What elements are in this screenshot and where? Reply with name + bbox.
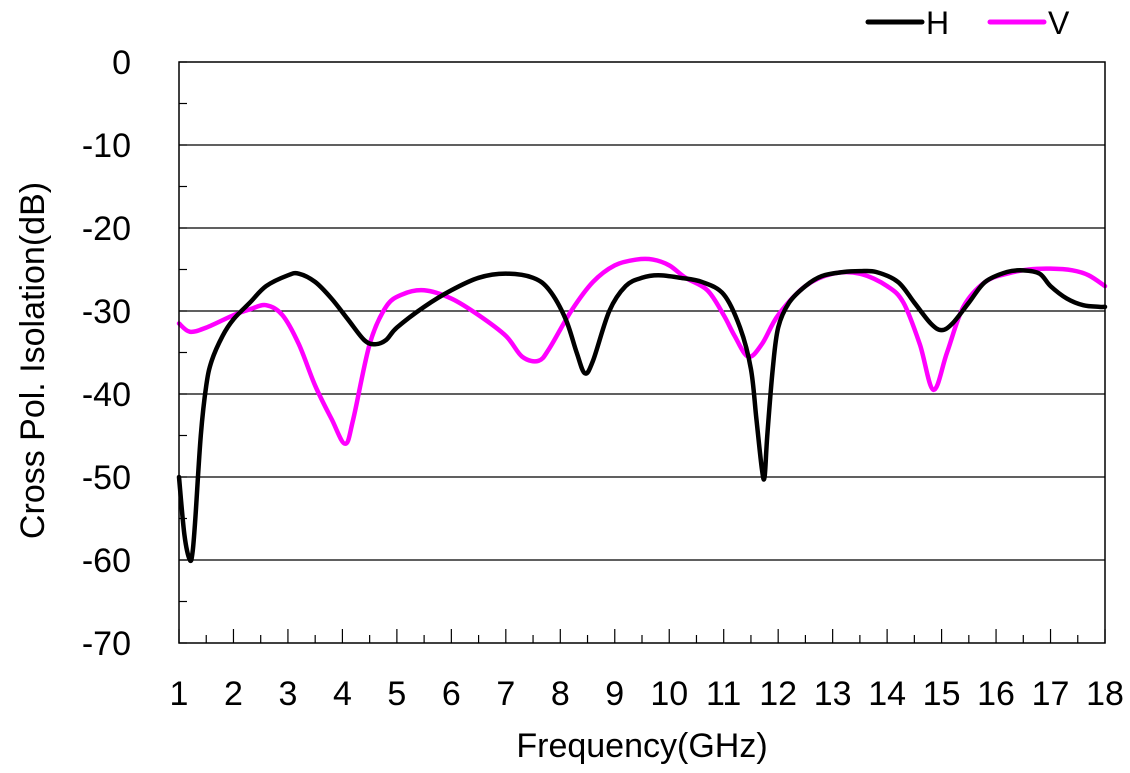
x-tick-label: 7 — [496, 675, 515, 713]
legend: H V — [865, 5, 1070, 41]
x-axis-title: Frequency(GHz) — [516, 727, 767, 765]
y-axis-title: Cross Pol. Isolation(dB) — [14, 182, 52, 539]
x-tick-label: 10 — [650, 675, 688, 713]
x-tick-label: 11 — [706, 675, 741, 713]
x-tick-label: 15 — [923, 675, 961, 713]
plot-area-frame — [178, 61, 1106, 644]
legend-label-h: H — [926, 5, 949, 41]
series-line-h — [176, 267, 1108, 564]
x-tick-label: 17 — [1032, 675, 1070, 713]
tick-labels: 0-10-20-30-40-50-60-701 2 3 4 5 6 7 8 9 10 11 12 13 1… — [82, 44, 1124, 713]
gridlines — [179, 144, 1105, 561]
x-tick-label: 6 — [442, 675, 461, 713]
y-tick-label: -30 — [82, 293, 131, 331]
x-tick-label: 9 — [605, 675, 624, 713]
y-tick-label: -20 — [82, 210, 131, 248]
x-tick-label: 18 — [1086, 675, 1124, 713]
x-tick-label: 2 — [224, 675, 243, 713]
x-tick-label: 4 — [333, 675, 352, 713]
y-tick-label: -40 — [82, 376, 131, 414]
x-tick-label: 12 — [759, 675, 797, 713]
x-tick-label: 13 — [814, 675, 852, 713]
y-tick-label: -50 — [82, 459, 131, 497]
x-tick-label: 1 — [170, 675, 189, 713]
x-tick-label: 5 — [387, 675, 406, 713]
series-lines — [176, 256, 1108, 564]
x-tick-label: 14 — [868, 675, 906, 713]
y-tick-label: -70 — [82, 625, 131, 663]
x-tick-label: 3 — [278, 675, 297, 713]
x-tick-label: 8 — [551, 675, 570, 713]
y-tick-label: -60 — [82, 542, 131, 580]
axis-ticks — [178, 61, 1106, 644]
x-tick-label: 16 — [977, 675, 1015, 713]
y-tick-label: 0 — [112, 44, 131, 82]
y-tick-label: -10 — [82, 127, 131, 165]
series-line-v — [176, 256, 1108, 447]
legend-label-v: V — [1048, 5, 1070, 41]
